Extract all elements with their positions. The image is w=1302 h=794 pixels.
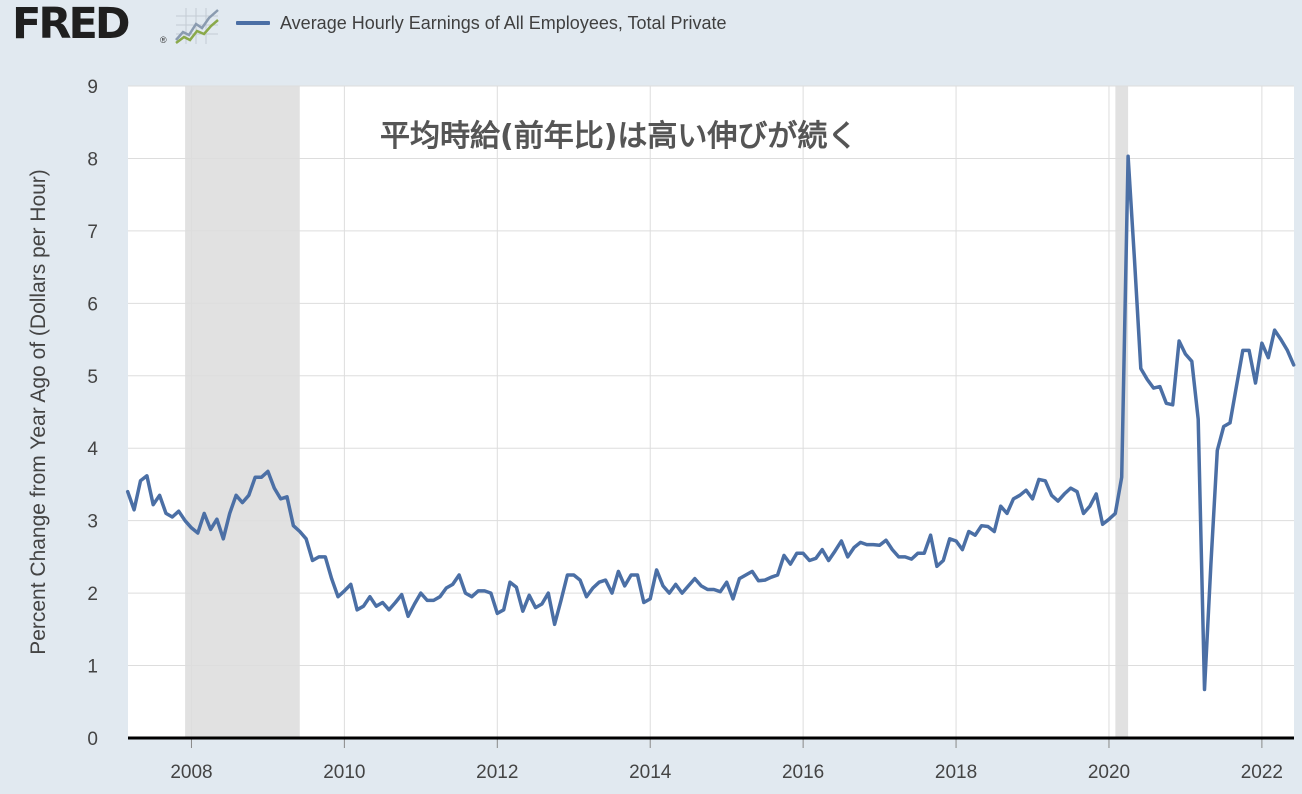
x-tick-label: 2012 [476,762,518,783]
y-tick-label: 4 [87,439,98,460]
series-line-1[interactable] [125,154,1296,692]
chart-annotation: 平均時給(前年比)は高い伸びが続く [380,119,857,154]
plot-area [128,86,1294,738]
series-group [125,154,1296,692]
legend-swatch [236,21,270,25]
y-tick-label: 5 [87,367,98,388]
y-tick-label: 8 [87,149,98,170]
x-axis: 2008 2010 2012 2014 2016 2018 2020 2022 [170,738,1283,783]
fred-logo[interactable]: FRED [12,0,131,49]
y-tick-label: 1 [87,657,98,678]
legend[interactable]: Average Hourly Earnings of All Employees… [236,10,727,36]
y-tick-label: 6 [87,294,98,315]
y-axis: 0 1 2 3 4 5 6 7 8 9 [87,77,98,750]
y-tick-label: 7 [87,222,98,243]
y-tick-label: 0 [87,729,98,750]
line-graph-icon [175,7,219,45]
x-tick-label: 2014 [629,762,672,783]
x-tick-label: 2020 [1088,762,1130,783]
y-tick-label: 9 [87,77,98,98]
x-tick-label: 2016 [782,762,824,783]
x-tick-label: 2010 [323,762,365,783]
header: FRED ® Average Hourly Earnings of All Em… [0,0,1302,50]
gridlines [128,85,1294,738]
legend-label: Average Hourly Earnings of All Employees… [280,12,727,33]
registered-mark: ® [160,35,167,45]
y-tick-label: 3 [87,512,98,533]
y-axis-label: Percent Change from Year Ago of (Dollars… [27,169,50,655]
y-tick-label: 2 [87,584,98,605]
x-tick-label: 2022 [1241,762,1283,783]
recession-band-1 [185,86,300,738]
x-tick-label: 2008 [170,762,212,783]
x-tick-label: 2018 [935,762,977,783]
